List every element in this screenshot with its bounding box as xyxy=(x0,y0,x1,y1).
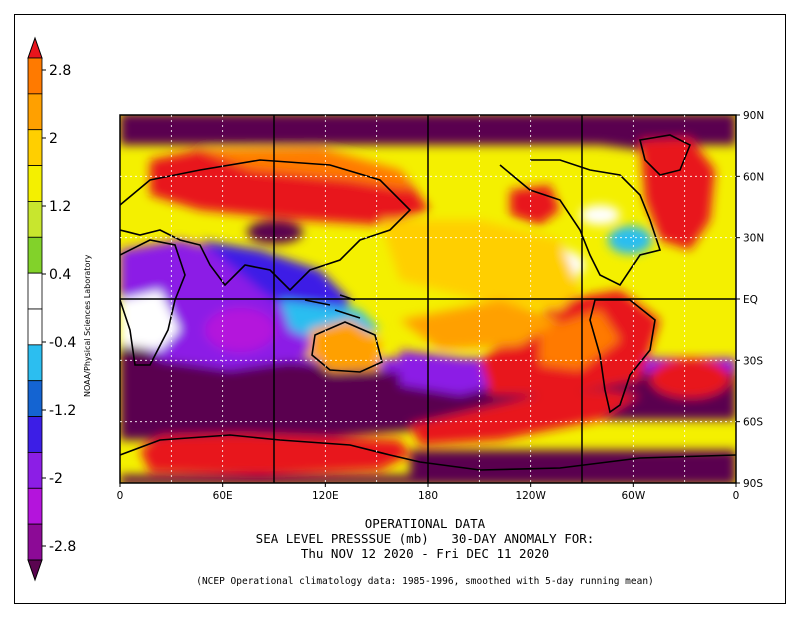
colorbar-label: 1.2 xyxy=(49,199,71,215)
colorbar-label: -2 xyxy=(49,471,63,487)
x-tick-labels: 0 60E 120E 180 120W 60W 0 xyxy=(117,483,740,502)
x-tick-label: 120E xyxy=(312,490,339,502)
title-line-1: OPERATIONAL DATA xyxy=(364,516,486,531)
y-tick-label: 60N xyxy=(743,171,764,183)
colorbar-swatch xyxy=(27,308,43,346)
title-line-2: SEA LEVEL PRESSSUE (mb) 30-DAY ANOMALY F… xyxy=(255,531,595,546)
colorbar-swatch xyxy=(27,452,43,489)
colorbar-swatch xyxy=(27,380,43,417)
x-tick-label: 180 xyxy=(418,490,438,502)
colorbar-label: 2.8 xyxy=(49,63,71,79)
colorbar-swatch xyxy=(27,165,43,202)
colorbar: 2.8 2 1.2 0.4 -0.4 -1.2 -2 -2.8 xyxy=(27,36,76,582)
y-tick-label: 60S xyxy=(743,417,763,429)
y-tick-label: 90S xyxy=(743,478,763,490)
colorbar-swatch xyxy=(27,416,43,453)
colorbar-swatch xyxy=(27,57,43,95)
y-tick-labels: 90N 60N 30N EQ 30S 60S 90S xyxy=(736,110,764,490)
map-grid xyxy=(119,114,737,484)
colorbar-swatch xyxy=(27,236,43,274)
x-tick-label: 0 xyxy=(117,490,124,502)
credit-text: NOAA/Physical Sciences Laboratory xyxy=(83,254,92,397)
colorbar-swatch xyxy=(27,344,43,382)
colorbar-swatch xyxy=(27,129,43,166)
title-line-3: Thu NOV 12 2020 - Fri DEC 11 2020 xyxy=(300,546,550,561)
footnote: (NCEP Operational climatology data: 1985… xyxy=(196,576,654,587)
colorbar-swatch xyxy=(27,93,43,131)
colorbar-label: -0.4 xyxy=(49,335,76,351)
x-tick-label: 120W xyxy=(515,490,546,502)
colorbar-label: 0.4 xyxy=(49,267,71,283)
colorbar-swatch xyxy=(27,201,43,238)
colorbar-swatch xyxy=(27,272,43,310)
y-tick-label: 30N xyxy=(743,233,764,245)
y-tick-label: EQ xyxy=(743,294,758,306)
colorbar-label: -1.2 xyxy=(49,403,76,419)
y-tick-label: 30S xyxy=(743,355,763,367)
colorbar-label: -2.8 xyxy=(49,539,76,555)
x-tick-label: 60W xyxy=(621,490,645,502)
x-tick-label: 0 xyxy=(733,490,740,502)
colorbar-swatch xyxy=(27,523,43,561)
colorbar-bottom-arrow xyxy=(27,559,43,582)
coastlines xyxy=(120,134,736,471)
x-tick-label: 60E xyxy=(213,490,233,502)
y-tick-label: 90N xyxy=(743,110,764,122)
colorbar-swatch xyxy=(27,487,43,525)
plot-frame xyxy=(14,14,786,604)
colorbar-label: 2 xyxy=(49,131,58,147)
colorbar-top-arrow xyxy=(27,36,43,59)
